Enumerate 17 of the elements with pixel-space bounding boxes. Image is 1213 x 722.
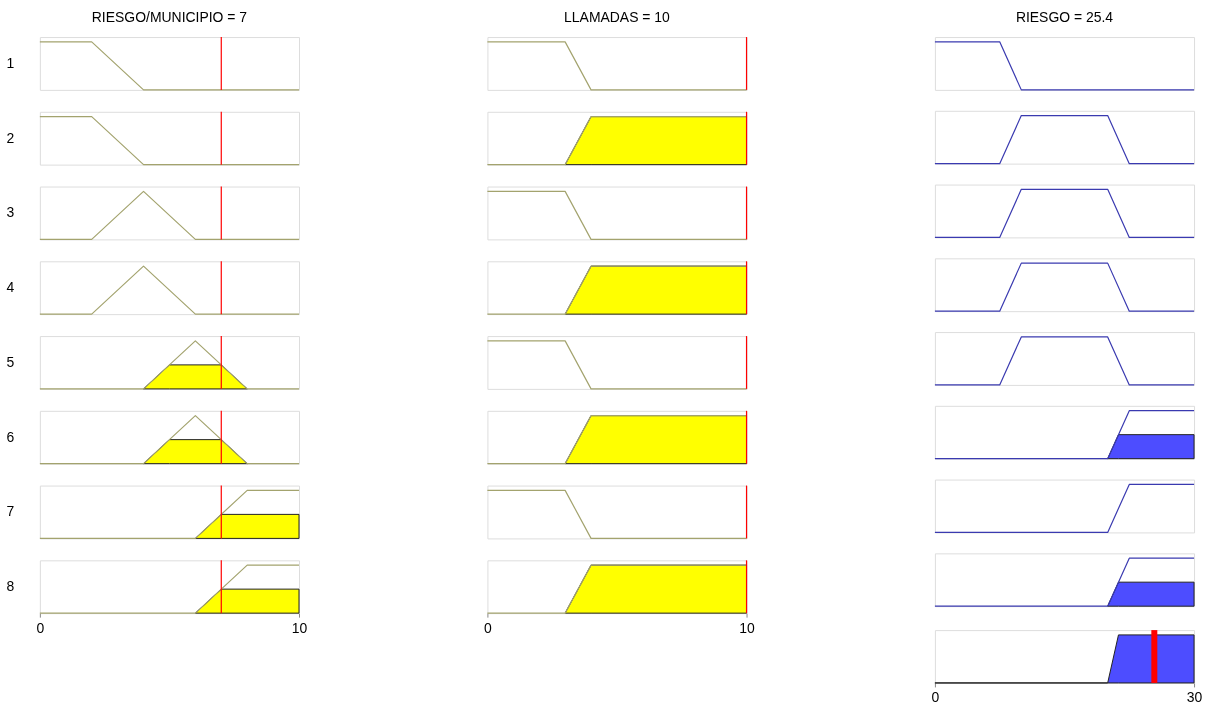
x-tick-label: 10 <box>291 619 308 636</box>
x-tick-label: 10 <box>739 619 756 636</box>
x-tick-label: 30 <box>1186 689 1203 706</box>
x-tick-label: 0 <box>36 619 45 636</box>
chart-title: LLAMADAS = 10 <box>564 8 671 25</box>
y-axis-title: 4 <box>6 279 15 296</box>
x-tick-label: 0 <box>484 619 493 636</box>
x-tick-label: 0 <box>931 689 940 706</box>
chart-title: RIESGO/MUNICIPIO = 7 <box>91 8 248 25</box>
y-axis-title: 5 <box>6 353 15 370</box>
y-axis-title: 2 <box>6 129 15 146</box>
y-axis-title: 3 <box>6 204 15 221</box>
y-axis-title: 6 <box>6 428 15 445</box>
y-axis-title: 1 <box>6 54 15 71</box>
y-axis-title: 8 <box>6 578 15 595</box>
y-axis-title: 7 <box>6 503 15 520</box>
chart-title: RIESGO = 25.4 <box>1015 9 1114 26</box>
